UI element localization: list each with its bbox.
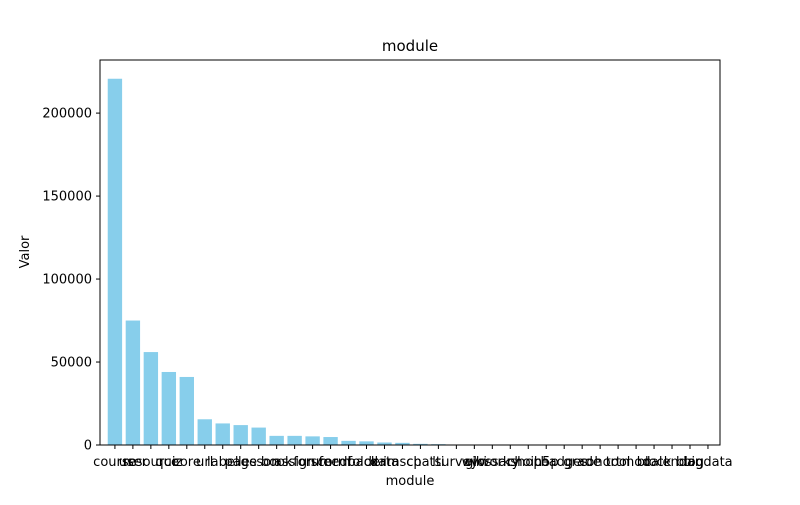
bar-page	[234, 425, 248, 445]
chart-title: module	[382, 37, 438, 55]
bar-url	[198, 419, 212, 445]
bar-lesson	[252, 428, 266, 445]
y-axis-ticks: 0 50000 100000 150000 200000	[42, 107, 100, 454]
x-axis-ticks: courseuserresourcequizcoreurllabelpagele…	[93, 445, 732, 470]
bar-label	[216, 423, 230, 445]
bar-core	[180, 377, 194, 445]
x-tick-label: bigdata	[683, 455, 732, 470]
bar-folder	[359, 441, 373, 445]
y-axis-title: Valor	[18, 235, 33, 268]
bar-user	[126, 321, 140, 445]
y-tick-label: 50000	[51, 356, 92, 371]
y-tick-label: 0	[84, 439, 92, 454]
bar-forum	[305, 436, 319, 445]
bar-resource	[144, 352, 158, 445]
bar-assign	[287, 436, 301, 445]
bar-feedback	[341, 441, 355, 445]
bar-course	[108, 79, 122, 445]
y-tick-label: 100000	[42, 273, 92, 288]
y-tick-label: 150000	[42, 190, 92, 205]
bar-quiz	[162, 372, 176, 445]
bar-book	[269, 436, 283, 445]
x-tick-label: chat	[406, 455, 434, 470]
y-tick-label: 200000	[42, 107, 92, 122]
bar-scorm	[323, 437, 337, 445]
x-axis-title: module	[386, 474, 435, 489]
